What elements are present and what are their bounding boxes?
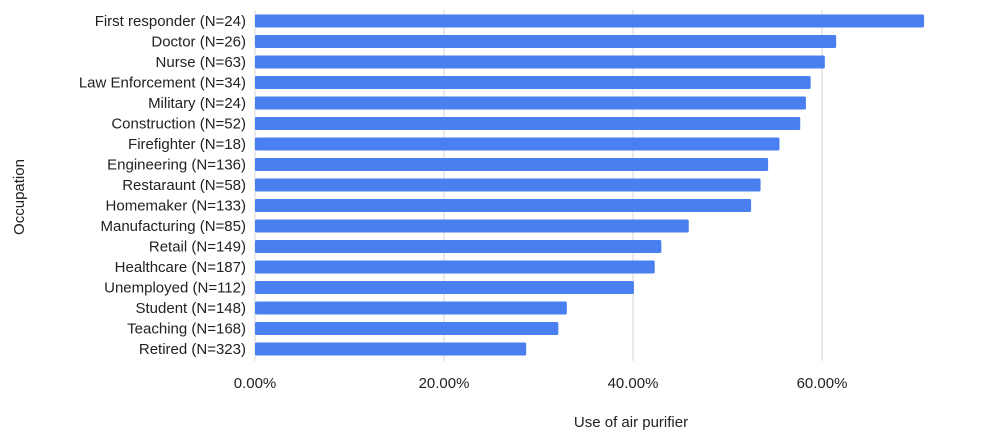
bar xyxy=(255,35,837,48)
category-label: First responder (N=24) xyxy=(95,13,246,30)
bar xyxy=(255,137,780,151)
category-label: Nurse (N=63) xyxy=(156,54,246,71)
category-label: Retail (N=149) xyxy=(149,239,246,256)
x-tick-label: 60.00% xyxy=(797,375,848,392)
x-axis-title: Use of air purifier xyxy=(574,414,688,431)
x-tick-label: 40.00% xyxy=(608,375,659,392)
category-label: Military (N=24) xyxy=(148,95,246,112)
bar xyxy=(255,96,806,110)
bar xyxy=(255,55,825,69)
bar xyxy=(255,281,634,294)
bar xyxy=(255,14,925,28)
bar xyxy=(255,117,801,130)
category-label: Engineering (N=136) xyxy=(107,157,246,174)
category-label: Manufacturing (N=85) xyxy=(101,218,247,235)
category-label: Student (N=148) xyxy=(136,300,247,317)
bar xyxy=(255,199,752,212)
category-label: Law Enforcement (N=34) xyxy=(79,75,246,92)
x-tick-label: 20.00% xyxy=(419,375,470,392)
bar xyxy=(255,76,811,89)
bar xyxy=(255,301,567,315)
bar xyxy=(255,260,655,274)
category-label: Retired (N=323) xyxy=(139,341,246,358)
category-label: Restaraunt (N=58) xyxy=(122,177,246,194)
category-label: Doctor (N=26) xyxy=(151,34,246,51)
category-label: Teaching (N=168) xyxy=(127,321,246,338)
category-label: Firefighter (N=18) xyxy=(128,136,246,153)
bar xyxy=(255,158,769,171)
bar xyxy=(255,342,527,356)
bar xyxy=(255,322,559,335)
bar xyxy=(255,178,761,192)
bar xyxy=(255,219,689,233)
category-label: Homemaker (N=133) xyxy=(106,198,246,215)
x-tick-labels: 0.00% 20.00% 40.00% 60.00% xyxy=(234,375,848,392)
category-labels: First responder (N=24) Doctor (N=26) Nurse… xyxy=(79,13,246,358)
y-axis-title: Occupation xyxy=(11,159,28,235)
bars xyxy=(255,14,925,356)
category-label: Construction (N=52) xyxy=(111,116,246,133)
category-label: Unemployed (N=112) xyxy=(104,280,246,297)
x-tick-label: 0.00% xyxy=(234,375,277,392)
category-label: Healthcare (N=187) xyxy=(115,259,246,276)
bar xyxy=(255,240,662,253)
